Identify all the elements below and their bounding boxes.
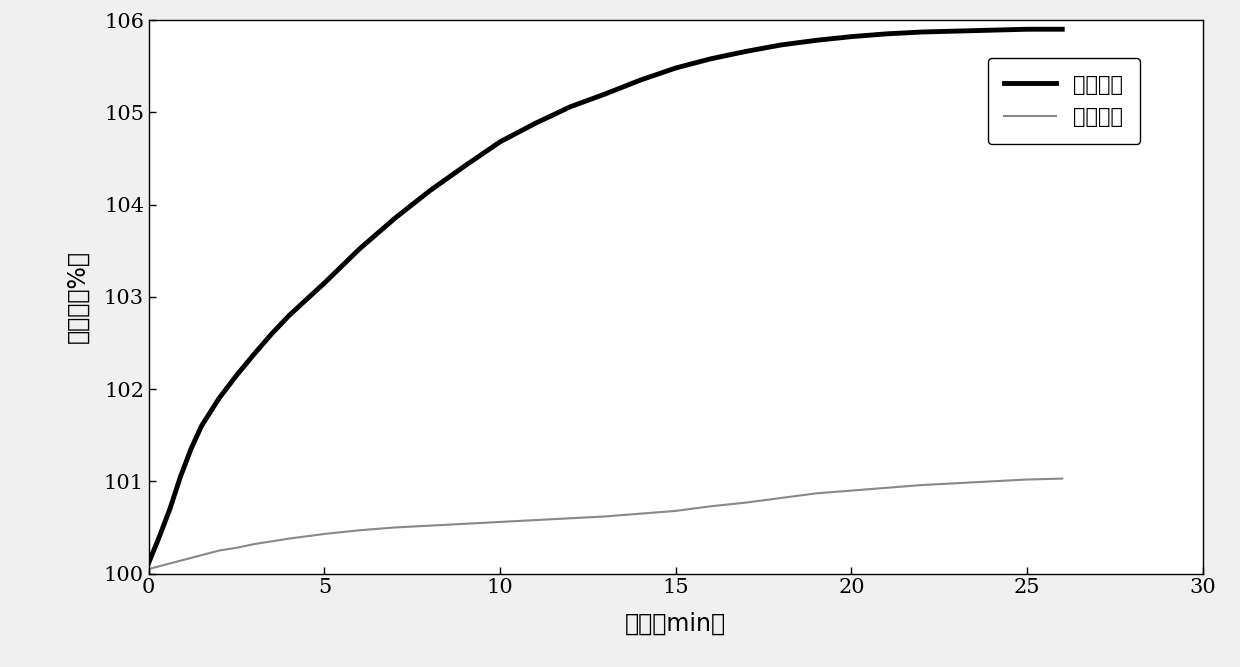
淹没出流: [1019, 25, 1034, 33]
自由射流: [950, 479, 965, 487]
自由射流: [808, 490, 823, 498]
淹没出流: [141, 558, 156, 566]
自由射流: [352, 526, 367, 534]
自由射流: [985, 478, 999, 486]
自由射流: [247, 540, 262, 548]
淹没出流: [808, 36, 823, 44]
淹没出流: [492, 138, 507, 146]
X-axis label: 时间（min）: 时间（min）: [625, 612, 727, 636]
淹没出流: [598, 90, 613, 98]
自由射流: [774, 494, 789, 502]
淹没出流: [264, 329, 279, 338]
淹没出流: [879, 30, 894, 38]
淹没出流: [985, 26, 999, 34]
自由射流: [212, 546, 227, 554]
Line: 淹没出流: 淹没出流: [149, 29, 1063, 562]
淹没出流: [162, 505, 177, 513]
自由射流: [193, 551, 208, 559]
淹没出流: [423, 187, 438, 195]
自由射流: [229, 544, 244, 552]
自由射流: [739, 498, 754, 506]
淹没出流: [668, 64, 683, 72]
淹没出流: [914, 28, 929, 36]
Y-axis label: 饱和度（%）: 饱和度（%）: [66, 250, 91, 344]
淹没出流: [1055, 25, 1070, 33]
淹没出流: [844, 33, 859, 41]
自由射流: [563, 514, 578, 522]
自由射流: [387, 524, 402, 532]
自由射流: [1019, 476, 1034, 484]
Line: 自由射流: 自由射流: [149, 479, 1063, 569]
淹没出流: [458, 162, 472, 170]
自由射流: [598, 512, 613, 520]
淹没出流: [703, 55, 718, 63]
自由射流: [528, 516, 543, 524]
淹没出流: [774, 41, 789, 49]
淹没出流: [172, 473, 188, 481]
自由射流: [264, 538, 279, 546]
Legend: 淹没出流, 自由射流: 淹没出流, 自由射流: [987, 58, 1140, 144]
自由射流: [844, 486, 859, 494]
自由射流: [141, 565, 156, 573]
淹没出流: [184, 445, 198, 453]
自由射流: [159, 560, 174, 568]
淹没出流: [317, 279, 332, 287]
自由射流: [176, 556, 191, 564]
淹没出流: [229, 372, 244, 380]
自由射流: [879, 484, 894, 492]
淹没出流: [528, 119, 543, 127]
淹没出流: [739, 47, 754, 55]
淹没出流: [281, 311, 296, 319]
淹没出流: [387, 214, 402, 222]
淹没出流: [563, 103, 578, 111]
自由射流: [317, 530, 332, 538]
自由射流: [914, 481, 929, 489]
自由射流: [423, 522, 438, 530]
淹没出流: [950, 27, 965, 35]
自由射流: [703, 502, 718, 510]
自由射流: [281, 534, 296, 542]
淹没出流: [151, 533, 166, 541]
淹没出流: [634, 76, 649, 84]
淹没出流: [193, 422, 208, 430]
淹没出流: [247, 350, 262, 358]
淹没出流: [212, 394, 227, 402]
自由射流: [458, 520, 472, 528]
淹没出流: [352, 245, 367, 253]
自由射流: [492, 518, 507, 526]
自由射流: [1055, 475, 1070, 483]
自由射流: [634, 510, 649, 518]
自由射流: [668, 507, 683, 515]
